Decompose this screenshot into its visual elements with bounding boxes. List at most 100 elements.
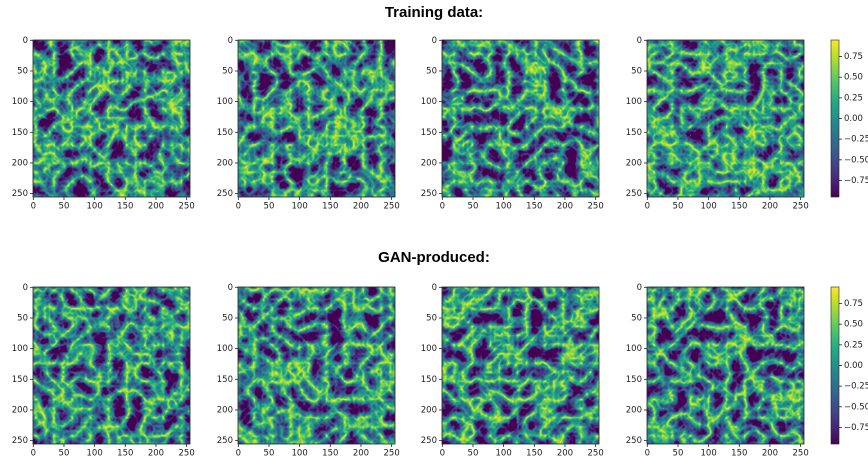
y-tick-label: 50 (17, 66, 28, 76)
y-tick-label: 50 (426, 313, 437, 323)
colorbar-tick-label: 0.75 (844, 299, 863, 309)
y-tick-label: 250 (217, 436, 233, 446)
x-tick-label: 50 (264, 202, 275, 212)
y-tick-label: 100 (421, 344, 437, 354)
colorbar-tick-label: 0.25 (844, 93, 863, 103)
y-tick-label: 200 (217, 405, 233, 415)
y-tick-label: 200 (421, 158, 437, 168)
x-tick-label: 50 (468, 202, 479, 212)
y-tick-label: 50 (222, 66, 233, 76)
colorbar-tick-label: 0.00 (844, 114, 863, 124)
x-tick-label: 0 (31, 449, 36, 459)
x-tick-label: 100 (87, 202, 103, 212)
axes-frame (237, 39, 396, 198)
x-tick-label: 0 (31, 202, 36, 212)
x-tick-label: 250 (384, 449, 400, 459)
y-tick-label: 0 (637, 36, 642, 46)
colorbar-tick-label: 0.25 (844, 340, 863, 350)
y-tick-label: 0 (432, 283, 437, 293)
density-image (238, 40, 395, 197)
y-tick-label: 0 (228, 283, 233, 293)
axes-frame (646, 39, 805, 198)
x-tick-label: 200 (353, 202, 369, 212)
x-tick-label: 100 (292, 449, 308, 459)
x-tick-label: 100 (701, 449, 717, 459)
colorbar (830, 39, 840, 198)
density-image (442, 287, 599, 444)
y-tick-label: 0 (228, 36, 233, 46)
x-tick-label: 250 (588, 202, 604, 212)
density-image (647, 40, 804, 197)
density-image (442, 40, 599, 197)
x-tick-label: 250 (179, 202, 195, 212)
x-tick-label: 150 (731, 202, 747, 212)
colorbar-tick-label: −0.25 (844, 135, 868, 145)
x-tick-label: 100 (496, 449, 512, 459)
y-tick-label: 200 (12, 405, 28, 415)
y-tick-label: 150 (217, 128, 233, 138)
axes-frame (441, 39, 600, 198)
x-tick-label: 250 (384, 202, 400, 212)
x-tick-label: 250 (793, 202, 809, 212)
y-tick-label: 50 (17, 313, 28, 323)
y-tick-label: 150 (421, 128, 437, 138)
colorbar-tick-label: 0.00 (844, 361, 863, 371)
x-tick-label: 0 (645, 449, 650, 459)
y-tick-label: 0 (23, 283, 28, 293)
y-tick-label: 150 (626, 128, 642, 138)
y-tick-label: 150 (626, 375, 642, 385)
x-tick-label: 100 (292, 202, 308, 212)
axes-frame (32, 286, 191, 445)
y-tick-label: 200 (626, 158, 642, 168)
y-tick-label: 100 (626, 344, 642, 354)
y-tick-label: 100 (217, 97, 233, 107)
y-tick-label: 150 (217, 375, 233, 385)
x-tick-label: 0 (236, 449, 241, 459)
y-tick-label: 250 (626, 436, 642, 446)
x-tick-label: 50 (264, 449, 275, 459)
x-tick-label: 200 (353, 449, 369, 459)
colorbar-tick-label: −0.25 (844, 382, 868, 392)
x-tick-label: 0 (236, 202, 241, 212)
axes-frame (32, 39, 191, 198)
y-tick-label: 250 (421, 189, 437, 199)
y-tick-label: 100 (626, 97, 642, 107)
x-tick-label: 100 (87, 449, 103, 459)
axes-frame (646, 286, 805, 445)
x-tick-label: 150 (322, 202, 338, 212)
x-tick-label: 50 (673, 202, 684, 212)
y-tick-label: 150 (12, 128, 28, 138)
y-tick-label: 0 (23, 36, 28, 46)
y-tick-label: 250 (626, 189, 642, 199)
y-tick-label: 250 (12, 436, 28, 446)
x-tick-label: 250 (588, 449, 604, 459)
x-tick-label: 200 (557, 202, 573, 212)
x-tick-label: 0 (440, 202, 445, 212)
colorbar-tick-label: −0.50 (844, 155, 868, 165)
x-tick-label: 100 (701, 202, 717, 212)
x-tick-label: 250 (179, 449, 195, 459)
density-image (33, 287, 190, 444)
x-tick-label: 200 (762, 202, 778, 212)
y-tick-label: 0 (432, 36, 437, 46)
x-tick-label: 50 (59, 449, 70, 459)
x-tick-label: 50 (468, 449, 479, 459)
y-tick-label: 250 (421, 436, 437, 446)
y-tick-label: 100 (217, 344, 233, 354)
x-tick-label: 150 (117, 449, 133, 459)
x-tick-label: 150 (526, 449, 542, 459)
y-tick-label: 50 (631, 313, 642, 323)
axes-frame (441, 286, 600, 445)
y-tick-label: 100 (421, 97, 437, 107)
y-tick-label: 250 (12, 189, 28, 199)
x-tick-label: 0 (645, 202, 650, 212)
colorbar-tick-label: −0.75 (844, 176, 868, 186)
y-tick-label: 50 (631, 66, 642, 76)
x-tick-label: 100 (496, 202, 512, 212)
x-tick-label: 200 (557, 449, 573, 459)
y-tick-label: 0 (637, 283, 642, 293)
y-tick-label: 200 (12, 158, 28, 168)
y-tick-label: 100 (12, 97, 28, 107)
row-title: Training data: (385, 4, 483, 21)
